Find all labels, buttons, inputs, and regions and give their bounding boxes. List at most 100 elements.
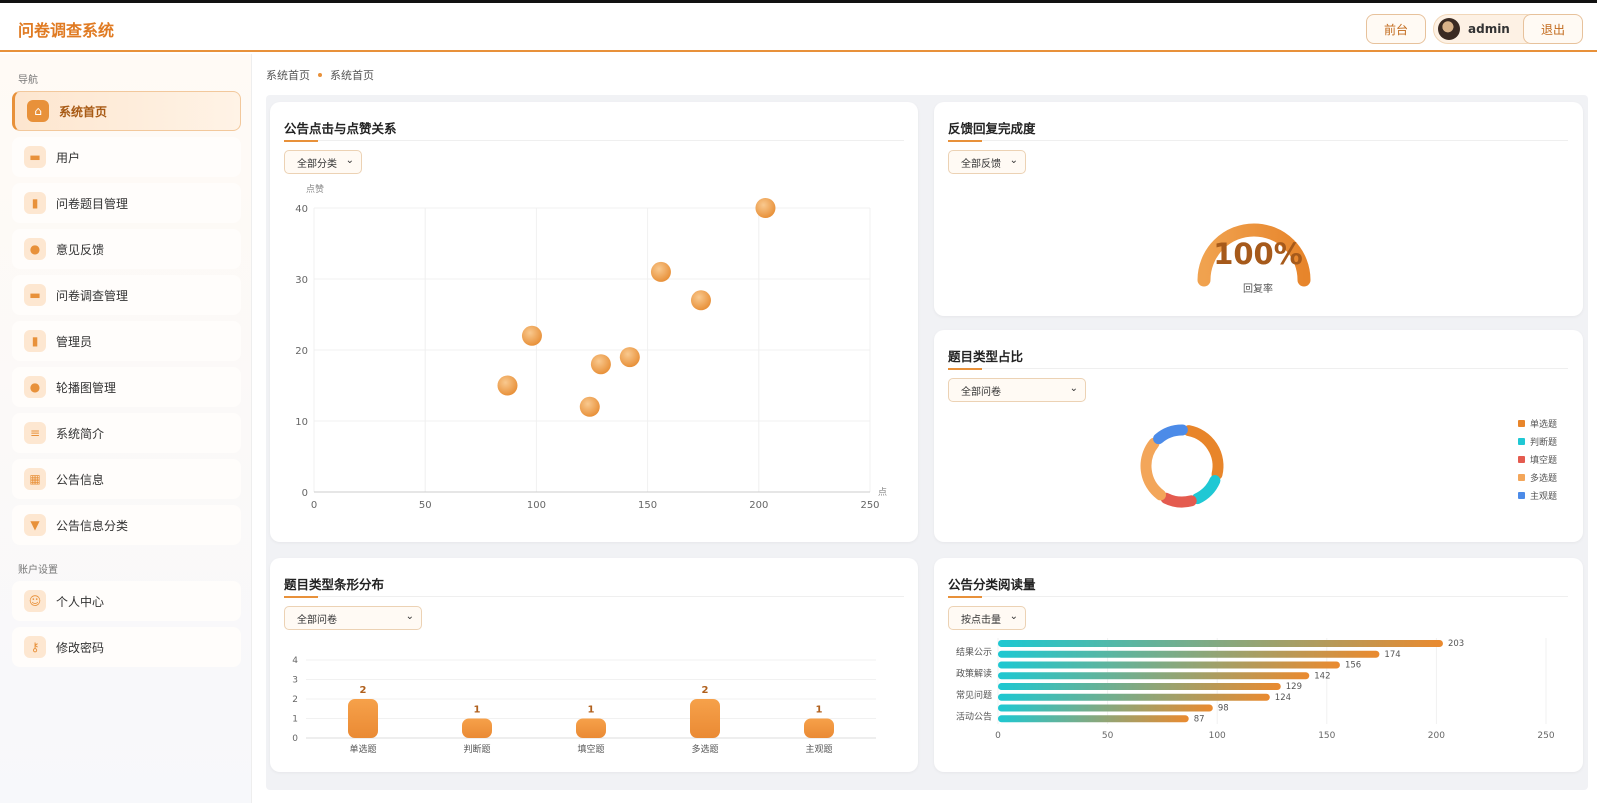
- hbar[interactable]: [998, 704, 1213, 712]
- legend-label[interactable]: 主观题: [1530, 490, 1557, 502]
- scatter-filter-select[interactable]: 全部分类 ⌄: [284, 150, 362, 174]
- card-title: 公告点击与点赞关系: [284, 121, 397, 136]
- legend-swatch: [1518, 492, 1525, 499]
- bar-chart: 0 1 2 3 4 2 单选题 1 判断题 1 填空题 2 多选题 1 主观题: [292, 656, 876, 755]
- x-tick-label: 100: [527, 500, 546, 511]
- gauge-filter-select[interactable]: 全部反馈 ⌄: [948, 150, 1026, 174]
- y-tick-label: 40: [295, 204, 308, 215]
- key-icon: ⚷: [24, 636, 46, 658]
- title-divider: [284, 140, 904, 141]
- hbar-value-label: 98: [1218, 704, 1229, 714]
- sidebar-item-notices[interactable]: ▦ 公告信息: [12, 459, 241, 499]
- donut-slice[interactable]: [1140, 437, 1167, 501]
- bar[interactable]: [690, 699, 720, 738]
- hbar[interactable]: [998, 661, 1340, 669]
- user-name: admin: [1468, 22, 1510, 36]
- scatter-point[interactable]: [497, 375, 518, 396]
- x-tick-label: 判断题: [463, 743, 490, 755]
- bar-filter-select[interactable]: 全部问卷 ⌄: [284, 606, 422, 630]
- scatter-point[interactable]: [650, 261, 671, 282]
- sidebar-item-users[interactable]: ▬ 用户: [12, 137, 241, 177]
- scatter-point[interactable]: [690, 290, 711, 311]
- y-tick-label: 2: [292, 695, 298, 705]
- hbar-value-label: 203: [1448, 639, 1464, 649]
- donut-slice[interactable]: [1153, 424, 1188, 445]
- sidebar-item-about[interactable]: ≡ 系统简介: [12, 413, 241, 453]
- avatar: [1438, 18, 1460, 40]
- scatter-point[interactable]: [579, 396, 600, 417]
- hbar[interactable]: [998, 650, 1380, 658]
- sidebar-item-label: 公告信息分类: [56, 518, 129, 533]
- x-tick-label: 填空题: [577, 743, 604, 755]
- sidebar-item-label: 轮播图管理: [56, 380, 117, 395]
- sidebar-item-carousel[interactable]: ● 轮播图管理: [12, 367, 241, 407]
- bar[interactable]: [804, 718, 834, 739]
- legend-label[interactable]: 填空题: [1530, 454, 1557, 466]
- hbar[interactable]: [998, 715, 1189, 723]
- hbar[interactable]: [998, 693, 1270, 701]
- legend-swatch: [1518, 438, 1525, 445]
- legend-label[interactable]: 单选题: [1530, 418, 1557, 430]
- hbar-filter-select[interactable]: 按点击量 ⌄: [948, 606, 1026, 630]
- bar-chart-icon: ▮: [24, 192, 46, 214]
- title-divider: [948, 368, 1568, 369]
- x-tick-label: 250: [860, 500, 879, 511]
- sidebar-item-label: 问卷调查管理: [56, 288, 129, 303]
- card-title: 题目类型条形分布: [284, 577, 385, 592]
- y-axis-label: 点赞: [306, 183, 324, 195]
- sidebar-item-change-password[interactable]: ⚷ 修改密码: [12, 627, 241, 667]
- breadcrumb-item[interactable]: 系统首页: [266, 69, 310, 82]
- sidebar-item-label: 修改密码: [56, 640, 105, 655]
- sidebar-item-feedback[interactable]: ● 意见反馈: [12, 229, 241, 269]
- donut-slice[interactable]: [1191, 474, 1221, 505]
- donut-filter-select[interactable]: 全部问卷 ⌄: [948, 378, 1086, 402]
- bar[interactable]: [576, 718, 606, 739]
- x-tick-label: 150: [638, 500, 657, 511]
- scatter-point[interactable]: [619, 347, 640, 368]
- sidebar-item-label: 公告信息: [56, 472, 105, 487]
- x-tick-label: 0: [311, 500, 317, 511]
- hbar[interactable]: [998, 683, 1281, 690]
- sidebar-item-label: 问卷题目管理: [56, 196, 129, 211]
- frontend-button[interactable]: 前台: [1366, 14, 1426, 44]
- donut-slice[interactable]: [1183, 425, 1224, 480]
- select-value: 按点击量: [961, 614, 1001, 626]
- hbar[interactable]: [998, 672, 1310, 680]
- app-title: 问卷调查系统: [18, 21, 115, 40]
- bar[interactable]: [348, 699, 378, 738]
- donut-slice[interactable]: [1160, 492, 1197, 508]
- title-accent: [948, 140, 982, 142]
- sidebar-item-survey-management[interactable]: ▬ 问卷调查管理: [12, 275, 241, 315]
- card-title: 题目类型占比: [948, 349, 1024, 364]
- bar[interactable]: [462, 718, 492, 739]
- y-tick-label: 1: [292, 715, 298, 725]
- bar-value-label: 1: [588, 705, 595, 716]
- legend-label[interactable]: 判断题: [1530, 436, 1557, 448]
- sidebar-item-admins[interactable]: ▮ 管理员: [12, 321, 241, 361]
- chevron-down-icon: ⌄: [345, 155, 354, 166]
- logout-button[interactable]: 退出: [1523, 14, 1583, 44]
- sidebar-item-notice-categories[interactable]: ▼ 公告信息分类: [12, 505, 241, 545]
- sidebar-item-label: 个人中心: [56, 594, 105, 609]
- legend-swatch: [1518, 420, 1525, 427]
- select-value: 全部问卷: [297, 614, 337, 626]
- scatter-point[interactable]: [755, 198, 776, 218]
- pin-icon: ▼: [24, 514, 46, 536]
- bar-value-label: 2: [702, 685, 709, 696]
- nav-group-label: 导航: [18, 75, 38, 86]
- card-title: 反馈回复完成度: [948, 121, 1036, 136]
- account-group-label: 账户设置: [18, 565, 58, 576]
- sidebar-item-question-management[interactable]: ▮ 问卷题目管理: [12, 183, 241, 223]
- scatter-point[interactable]: [590, 354, 611, 375]
- sidebar-item-profile[interactable]: ☺ 个人中心: [12, 581, 241, 621]
- sidebar-item-home[interactable]: ⌂ 系统首页: [12, 91, 241, 131]
- title-divider: [948, 140, 1568, 141]
- y-tick-label: 活动公告: [956, 710, 992, 722]
- y-tick-label: 20: [295, 346, 308, 357]
- x-tick-label: 50: [419, 500, 432, 511]
- scatter-point[interactable]: [521, 325, 542, 346]
- y-tick-label: 政策解读: [956, 667, 992, 679]
- legend-label[interactable]: 多选题: [1530, 472, 1557, 484]
- hbar[interactable]: [998, 640, 1443, 647]
